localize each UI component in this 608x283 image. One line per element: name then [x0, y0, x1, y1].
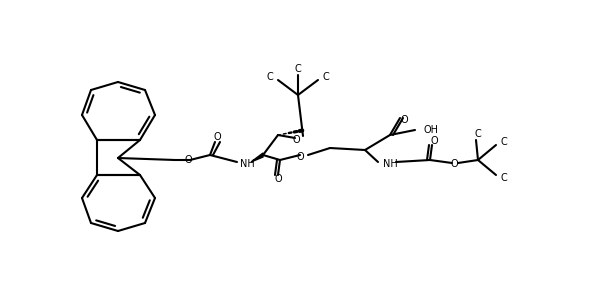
- Text: C: C: [500, 173, 507, 183]
- Text: O: O: [292, 135, 300, 145]
- Text: O: O: [184, 155, 192, 165]
- Text: NH: NH: [240, 159, 255, 169]
- Text: C: C: [323, 72, 330, 82]
- Text: O: O: [400, 115, 408, 125]
- Text: O: O: [450, 159, 458, 169]
- Text: C: C: [475, 129, 482, 139]
- Text: O: O: [213, 132, 221, 142]
- Text: C: C: [500, 137, 507, 147]
- Polygon shape: [251, 153, 263, 162]
- Text: OH: OH: [423, 125, 438, 135]
- Text: O: O: [274, 174, 282, 184]
- Text: O: O: [296, 152, 304, 162]
- Text: O: O: [430, 136, 438, 146]
- Text: C: C: [267, 72, 274, 82]
- Text: NH: NH: [383, 159, 398, 169]
- Text: C: C: [295, 64, 302, 74]
